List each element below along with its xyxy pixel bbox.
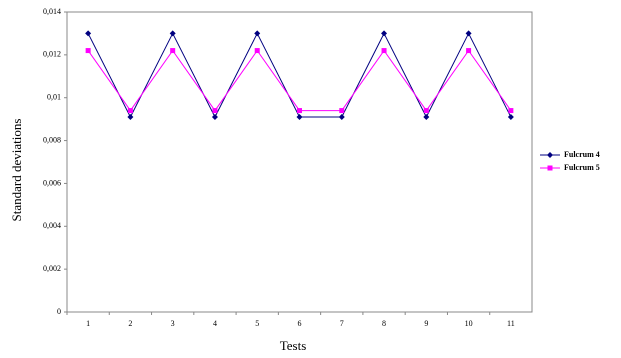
x-tick-label: 11 — [507, 319, 515, 328]
y-tick-label: 0 — [57, 307, 61, 316]
series-line — [87, 32, 512, 119]
marker — [254, 48, 260, 54]
x-tick-label: 6 — [298, 319, 302, 328]
legend-text: Fulcrum 5 — [564, 163, 600, 172]
x-tick-label: 2 — [128, 319, 132, 328]
y-tick-label: 0,01 — [47, 93, 61, 102]
series-line — [87, 49, 512, 112]
marker — [423, 114, 430, 120]
x-tick-label: 7 — [340, 319, 344, 328]
marker — [381, 30, 388, 37]
x-tick-label: 9 — [424, 319, 428, 328]
x-tick-label: 4 — [213, 319, 217, 328]
y-axis-title: Standard deviations — [9, 119, 24, 222]
marker — [507, 114, 514, 120]
marker — [296, 114, 303, 120]
plot-border — [66, 11, 533, 313]
marker — [170, 48, 176, 54]
marker — [547, 152, 553, 158]
marker — [212, 108, 218, 114]
x-tick-label: 3 — [171, 319, 175, 328]
y-tick-label: 0,008 — [43, 135, 61, 144]
x-axis-title: Tests — [280, 338, 307, 353]
marker — [85, 30, 92, 37]
y-tick-label: 0,014 — [43, 7, 61, 16]
marker — [254, 30, 261, 37]
x-tick-label: 10 — [465, 319, 473, 328]
y-tick-label: 0,006 — [43, 178, 61, 187]
marker — [547, 165, 553, 171]
marker — [508, 108, 514, 114]
marker — [466, 48, 472, 54]
x-tick-label: 5 — [255, 319, 259, 328]
x-tick-label: 1 — [86, 319, 90, 328]
marker — [338, 114, 345, 120]
marker — [127, 108, 133, 114]
x-tick-label: 8 — [382, 319, 386, 328]
y-tick-label: 0,012 — [43, 50, 61, 59]
marker — [169, 30, 176, 37]
marker — [85, 48, 91, 54]
y-tick-label: 0,004 — [43, 221, 61, 230]
marker — [339, 108, 345, 114]
legend-text: Fulcrum 4 — [564, 150, 600, 159]
marker — [297, 108, 302, 114]
marker — [381, 48, 387, 54]
y-tick-label: 0,002 — [43, 264, 61, 273]
marker — [465, 30, 472, 37]
marker — [127, 114, 134, 120]
marker — [423, 108, 429, 114]
marker — [211, 114, 218, 120]
